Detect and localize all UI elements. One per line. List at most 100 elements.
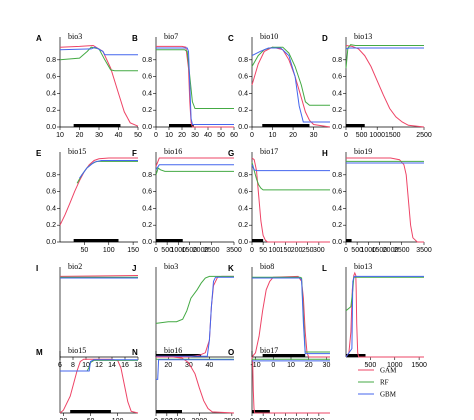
panel-b-xtick-label: 0: [154, 132, 158, 139]
panel-e-xtick-label: 100: [103, 247, 115, 254]
panel-b-ytick-label: 0.8: [142, 57, 152, 64]
panel-i-title: bio2: [68, 262, 82, 271]
panel-b-ytick-label: 0.4: [142, 90, 152, 97]
panel-f-xtick-label: 2500: [204, 247, 220, 254]
panel-m-letter: M: [36, 348, 43, 357]
panel-f-xtick-label: 1500: [182, 247, 198, 254]
panel-k-xtick-label: 20: [305, 362, 313, 369]
panel-n-xtick-label: 0: [154, 418, 158, 420]
panel-e-ytick-label: 0.8: [46, 172, 56, 179]
panel-d-xtick-label: 1500: [385, 132, 401, 139]
panel-b-rf-line: [156, 49, 234, 109]
panel-j-rug: [156, 354, 202, 357]
panel-n-xtick-label: 500: [161, 418, 173, 420]
panel-a-letter: A: [36, 34, 42, 43]
panel-i-xtick-label: 10: [82, 362, 90, 369]
panel-m-rug: [70, 410, 111, 413]
panel-a-ytick-label: 0.4: [46, 90, 56, 97]
panel-j-gam-line: [156, 275, 234, 358]
panel-c-xtick-label: 20: [289, 132, 297, 139]
panel-f-ytick-label: 0.8: [142, 172, 152, 179]
panel-e-ytick-label: 0.0: [46, 239, 56, 246]
panel-f-rug: [156, 239, 183, 242]
panel-l-gam-line: [345, 271, 424, 358]
panel-d-xtick-label: 0: [344, 132, 348, 139]
panel-a-ytick-label: 0.2: [46, 107, 56, 114]
panel-d-rug: [346, 124, 365, 127]
panel-h-xtick-label: 3500: [416, 247, 432, 254]
panel-g-letter: G: [228, 149, 234, 158]
panel-j-letter: J: [132, 264, 136, 273]
panel-b-ytick-label: 0.0: [142, 124, 152, 131]
panel-b-letter: B: [132, 34, 138, 43]
panel-f-gam-line: [155, 157, 234, 167]
panel-o-xtick-label: 200: [291, 418, 303, 420]
panel-h-xtick-label: 1500: [372, 247, 388, 254]
panel-c-xtick-label: 0: [250, 132, 254, 139]
panel-h-xtick-label: 2000: [383, 247, 399, 254]
panel-b-rug: [169, 124, 194, 127]
panel-a-ytick-label: 0.6: [46, 74, 56, 81]
panel-m-xtick-label: 20: [59, 418, 67, 420]
panel-f-xtick-label: 2000: [193, 247, 209, 254]
panel-f-rf-line: [155, 167, 234, 175]
panel-b-xtick-label: 20: [178, 132, 186, 139]
panel-b-xtick-label: 50: [217, 132, 225, 139]
panel-l-rf-line: [345, 276, 424, 312]
panel-c-letter: C: [228, 34, 234, 43]
panel-k-title: bio8: [260, 262, 274, 271]
panel-e-gam-line: [59, 157, 138, 226]
panel-g-ytick-label: 0.2: [238, 222, 248, 229]
panel-n-rug: [156, 410, 182, 413]
panel-d-letter: D: [322, 34, 328, 43]
panel-a-xtick-label: 10: [56, 132, 64, 139]
panel-c-ytick-label: 0.4: [238, 90, 248, 97]
panel-m-xtick-label: 60: [87, 418, 95, 420]
panel-n-gbm-line: [156, 359, 234, 380]
panel-b-gbm-line: [156, 47, 234, 125]
panel-d-ytick-label: 0.6: [332, 74, 342, 81]
panel-j-gbm-line: [156, 276, 234, 357]
panel-m-xtick-label: 100: [112, 418, 124, 420]
panel-g-ytick-label: 0.0: [238, 239, 248, 246]
panel-k-rug: [262, 354, 306, 357]
panel-f-ytick-label: 0.2: [142, 222, 152, 229]
panel-g-xtick-label: 200: [291, 247, 303, 254]
panel-f-letter: F: [132, 149, 137, 158]
panel-b-xtick-label: 10: [165, 132, 173, 139]
panel-e-xtick-label: 50: [80, 247, 88, 254]
panel-f-xtick-label: 1000: [170, 247, 186, 254]
panel-a-ytick-label: 0.8: [46, 57, 56, 64]
panel-h-title: bio19: [354, 147, 372, 156]
panel-k-xtick-label: 0: [271, 362, 275, 369]
panel-d-xtick-label: 500: [356, 132, 368, 139]
panel-h-ytick-label: 0.8: [332, 172, 342, 179]
panel-g-gam-line: [251, 157, 330, 243]
panel-k-xtick-label: -10: [250, 362, 260, 369]
panel-d-xtick-label: 1000: [369, 132, 385, 139]
panel-i-xtick-label: 12: [95, 362, 103, 369]
panel-m-gbm-line: [60, 359, 138, 372]
panel-a-ytick-label: 0.0: [46, 124, 56, 131]
panel-l-xtick-label: 1000: [387, 362, 403, 369]
panel-a-xtick-label: 20: [76, 132, 84, 139]
panel-c-xtick-label: 10: [269, 132, 277, 139]
panel-o-xtick-label: 50: [259, 418, 267, 420]
panel-e-gbm-line: [79, 160, 138, 179]
panel-d-ytick-label: 0.4: [332, 90, 342, 97]
panel-g-ytick-label: 0.4: [238, 205, 248, 212]
panel-n-xtick-label: 2000: [192, 418, 208, 420]
panel-i-xtick-label: 8: [71, 362, 75, 369]
panel-f-xtick-label: 500: [161, 247, 173, 254]
panel-h-xtick-label: 0: [344, 247, 348, 254]
panel-c-xtick-label: 30: [310, 132, 318, 139]
panel-a-xtick-label: 40: [115, 132, 123, 139]
panel-a-xtick-label: 50: [134, 132, 142, 139]
panel-n-title: bio16: [164, 346, 182, 355]
panel-f-ytick-label: 0.0: [142, 239, 152, 246]
